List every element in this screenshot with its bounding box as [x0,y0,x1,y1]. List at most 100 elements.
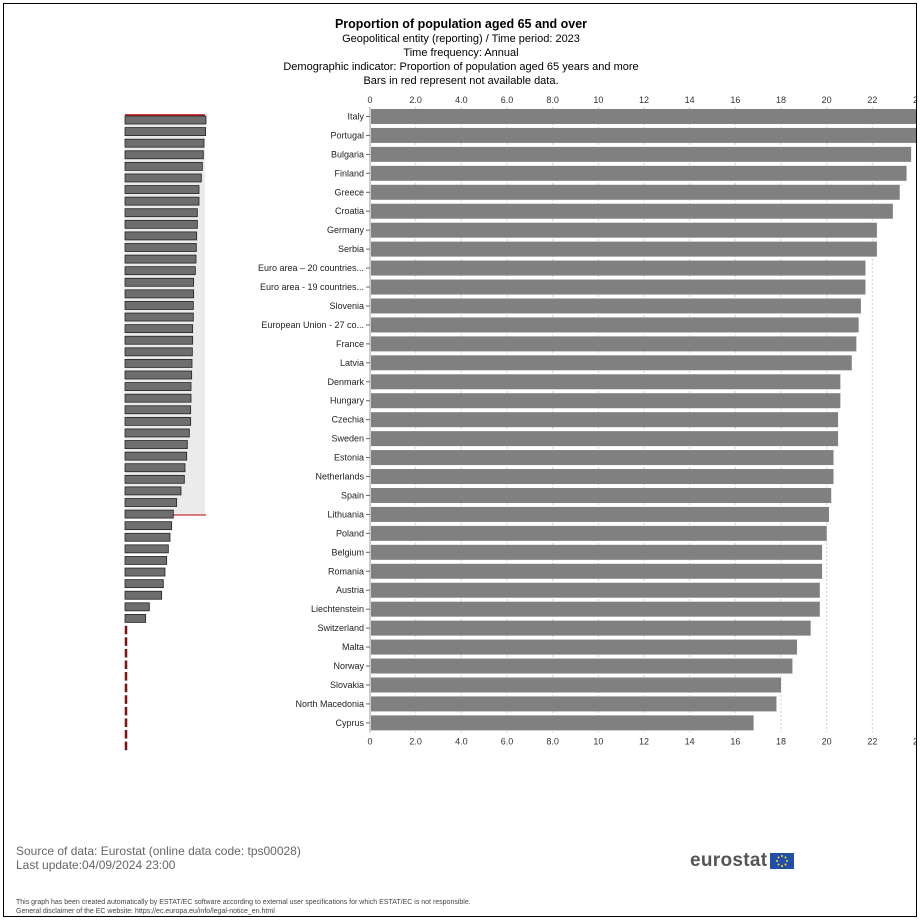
category-label: France [336,339,364,349]
category-label: Greece [334,187,364,197]
category-label: Estonia [334,453,364,463]
overview-bar [124,301,194,310]
x-tick-label-bottom: 24 [913,736,917,746]
overview-bar [124,509,174,519]
bar [371,108,916,124]
eu-flag-icon [770,853,795,869]
x-tick-label-bottom: 14 [685,736,695,746]
x-tick-label-top: 12 [639,95,649,105]
category-label: Sweden [331,434,364,444]
x-tick-label-top: 14 [685,95,695,105]
bar [371,222,877,238]
overview-bar [124,405,192,415]
category-label: Netherlands [315,472,364,482]
bar [371,355,852,371]
overview-na-bar [124,672,128,681]
overview-bar [124,335,194,345]
disclaimer: This graph has been created automaticall… [16,898,471,916]
overview-bar [124,312,194,322]
category-label: Czechia [331,415,364,425]
bar [371,317,859,333]
bar [371,431,839,447]
category-label: Malta [342,642,364,652]
overview-bar [124,498,178,507]
overview-na-bar [124,706,128,716]
source-note: Source of data: Eurostat (online data co… [16,844,301,872]
x-tick-label-top: 0 [367,95,372,105]
category-label: Bulgaria [331,149,364,159]
category-label: Austria [336,585,364,595]
bar [371,639,797,655]
category-label: Liechtenstein [311,604,364,614]
overview-bar [124,127,207,136]
bar [371,374,841,390]
overview-bar [124,115,207,125]
category-label: Switzerland [317,623,364,633]
category-label: Belgium [331,547,364,557]
overview-bar [124,544,169,554]
bar [371,525,827,541]
category-label: Slovenia [329,301,364,311]
overview-bar [124,614,147,623]
bar [371,184,900,200]
x-tick-label-top: 10 [593,95,603,105]
bar [371,127,916,143]
category-label: Slovakia [330,680,364,690]
category-label: Portugal [330,130,364,140]
bar [371,506,829,522]
overview-bar [124,440,188,449]
overview-bar [124,556,168,565]
bar [371,487,832,503]
overview-bar [124,567,166,577]
x-tick-label-top: 8.0 [546,95,559,105]
overview-bar [124,289,195,299]
x-tick-label-bottom: 6.0 [501,736,514,746]
overview-bar [124,219,198,229]
overview-bar [124,359,193,368]
category-label: Lithuania [327,509,364,519]
bar [371,469,834,485]
overview-bar [124,266,196,276]
overview-bar [124,428,190,438]
disclaimer-line-1: This graph has been created automaticall… [16,899,471,906]
x-tick-label-top: 22 [867,95,877,105]
category-label: Croatia [335,206,364,216]
bar [371,696,777,712]
category-label: Germany [327,225,365,235]
category-label: Spain [341,490,364,500]
bar [371,241,877,257]
overview-bar [124,382,192,391]
category-label: Norway [333,661,364,671]
category-label: Latvia [340,358,364,368]
bar [371,658,793,674]
category-label: Cyprus [335,718,364,728]
overview-bar [124,370,193,380]
x-tick-label-bottom: 2.0 [409,736,422,746]
bar [371,450,834,466]
bar-chart: 0 0 2.0 2.0 4.0 4.0 6.0 6.0 8.0 8.0 10 10 12 12 14 14 16… [124,95,917,751]
disclaimer-line-2: General disclaimer of the EC website: ht… [16,908,275,915]
bar [371,563,823,579]
overview-bar [124,451,188,461]
overview-bar [124,254,197,264]
overview-bar [124,196,200,206]
overview-bar [124,486,182,496]
overview-na-bar [124,683,128,693]
overview-na-bar [124,637,128,646]
category-label: North Macedonia [295,699,364,709]
x-tick-label-top: 6.0 [501,95,514,105]
bar [371,715,754,731]
eurostat-logo: eurostat [690,850,795,872]
overview-bar [124,532,171,542]
x-tick-label-top: 20 [822,95,832,105]
overview-bar [124,579,164,589]
x-tick-label-bottom: 0 [367,736,372,746]
overview-bar [124,208,198,218]
category-label: Italy [347,111,364,121]
category-label: Euro area - 19 countries... [260,282,364,292]
bar [371,412,839,428]
bar [371,146,912,162]
chart-note-na: Bars in red represent not available data… [363,75,559,87]
chart-subtitle-indicator: Demographic indicator: Proportion of pop… [283,61,639,73]
chart-subtitle-frequency: Time frequency: Annual [403,47,519,59]
